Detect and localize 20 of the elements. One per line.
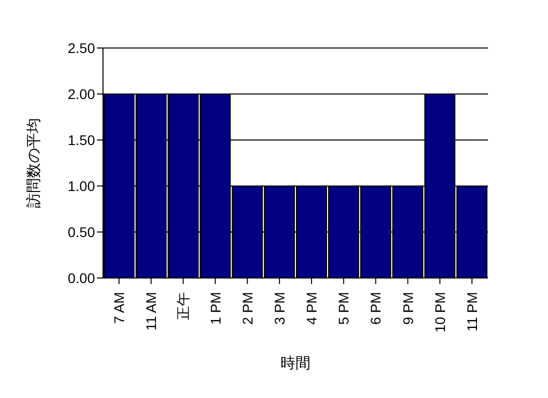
x-tick-label: 10 PM: [432, 292, 448, 332]
y-tick-label: 2.50: [68, 40, 96, 56]
y-tick-label: 1.50: [68, 132, 96, 148]
y-axis-title: 訪問数の平均: [25, 118, 42, 208]
y-tick-label: 0.00: [68, 270, 96, 286]
x-tick-label: 4 PM: [304, 292, 320, 325]
x-tick-label: 9 PM: [400, 292, 416, 325]
y-tick-label: 1.00: [68, 178, 96, 194]
x-tick-label: 5 PM: [336, 292, 352, 325]
y-tick-label: 2.00: [68, 86, 96, 102]
x-tick-label: 7 AM: [111, 292, 128, 324]
x-tick-label: 2 PM: [239, 292, 256, 325]
x-tick-label: 1 PM: [207, 292, 224, 325]
y-tick-label: 0.50: [68, 224, 96, 240]
x-tick-label: 3 PM: [271, 292, 288, 325]
x-tick-label: 正午: [175, 292, 192, 320]
x-tick-label: 11 PM: [464, 292, 480, 332]
x-tick-label: 6 PM: [368, 292, 384, 325]
x-tick-label: 11 AM: [143, 292, 160, 331]
x-axis-title: 時間: [280, 355, 310, 372]
